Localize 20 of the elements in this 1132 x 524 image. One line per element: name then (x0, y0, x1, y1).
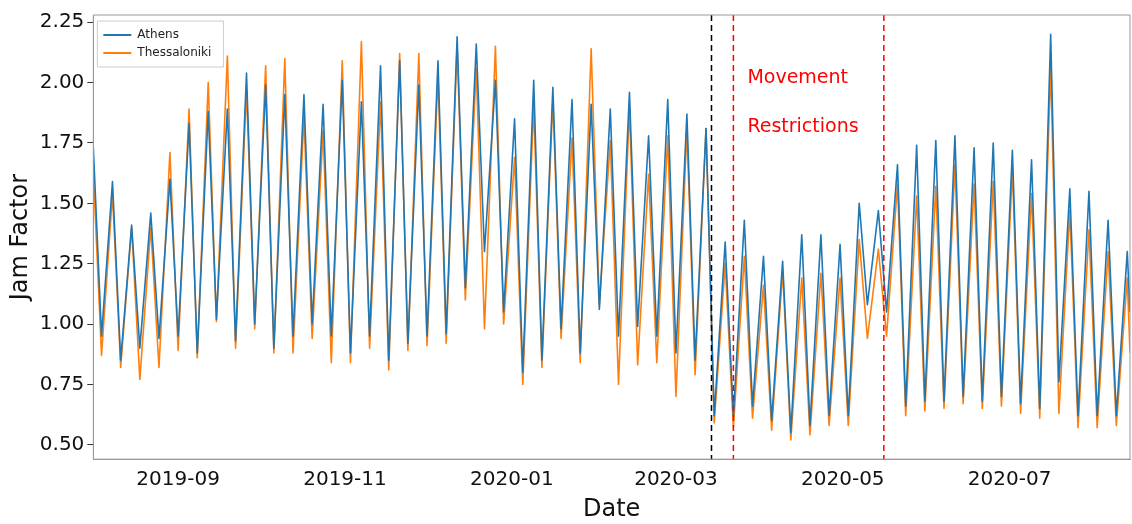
x-tick-label: 2020-07 (967, 466, 1052, 491)
x-tick-label: 2020-01 (470, 466, 554, 491)
x-axis-title: Date (582, 493, 641, 522)
x-tick-label: 2020-03 (634, 466, 718, 491)
legend-label: Athens (137, 27, 179, 42)
y-tick-label: 0.50 (39, 430, 85, 455)
y-tick-label: 2.00 (39, 68, 85, 93)
annotation: Movement (747, 64, 849, 87)
y-tick-label: 1.00 (39, 310, 85, 335)
y-tick-label: 1.25 (39, 249, 85, 274)
y-axis-title: Jam Factor (4, 173, 33, 303)
y-tick-label: 1.75 (39, 129, 85, 154)
x-tick-label: 2020-05 (801, 466, 885, 491)
y-tick-label: 0.75 (39, 370, 85, 395)
x-tick-label: 2019-09 (136, 466, 220, 491)
y-tick-label: 2.25 (39, 8, 85, 33)
y-tick-label: 1.50 (39, 189, 85, 214)
annotation: Restrictions (747, 113, 859, 136)
legend-label: Thessaloniki (136, 45, 212, 60)
x-tick-label: 2019-11 (303, 466, 387, 491)
